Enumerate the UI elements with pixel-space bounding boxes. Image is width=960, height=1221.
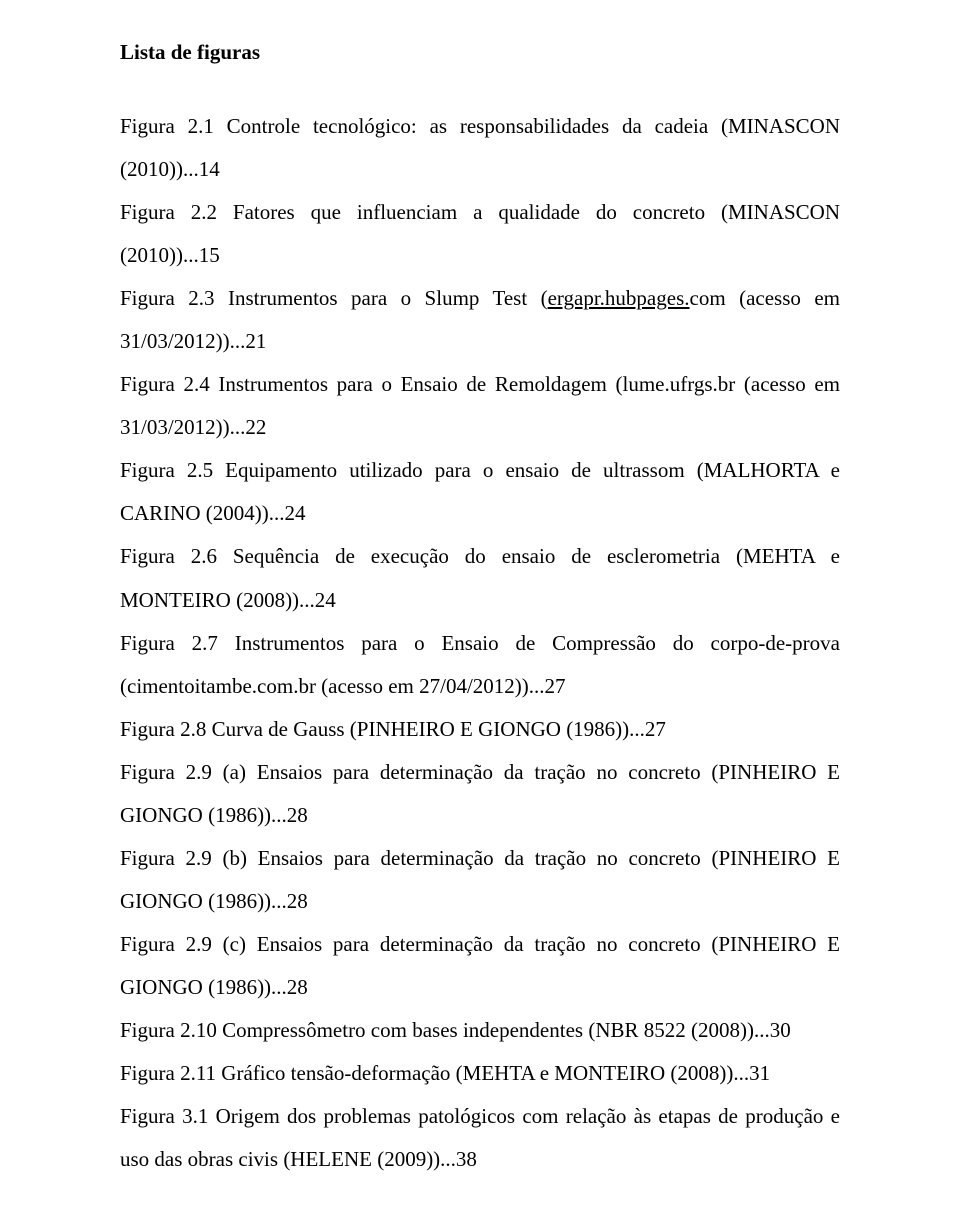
figure-entry: Figura 2.9 (b) Ensaios para determinação… [120,837,840,923]
figure-entry: Figura 3.1 Origem dos problemas patológi… [120,1095,840,1181]
page-container: Lista de figuras Figura 2.1 Controle tec… [0,0,960,1221]
figure-entry: Figura 2.3 Instrumentos para o Slump Tes… [120,277,840,363]
figure-entry: Figura 2.9 (c) Ensaios para determinação… [120,923,840,1009]
entry-prefix: Figura 2.3 Instrumentos para o Slump Tes… [120,286,548,310]
figure-entry: Figura 2.11 Gráfico tensão-deformação (M… [120,1052,840,1095]
figure-entry: Figura 2.6 Sequência de execução do ensa… [120,535,840,621]
figure-entry: Figura 2.1 Controle tecnológico: as resp… [120,105,840,191]
entry-underlined: ergapr.hubpages. [548,286,690,310]
figure-entry: Figura 2.5 Equipamento utilizado para o … [120,449,840,535]
list-title: Lista de figuras [120,40,840,65]
figure-entry: Figura 2.9 (a) Ensaios para determinação… [120,751,840,837]
figure-entry: Figura 2.10 Compressômetro com bases ind… [120,1009,840,1052]
figure-entry: Figura 2.8 Curva de Gauss (PINHEIRO E GI… [120,708,840,751]
figure-entry: Figura 2.4 Instrumentos para o Ensaio de… [120,363,840,449]
figure-entry: Figura 2.7 Instrumentos para o Ensaio de… [120,622,840,708]
entries-container: Figura 2.1 Controle tecnológico: as resp… [120,105,840,1181]
figure-entry: Figura 2.2 Fatores que influenciam a qua… [120,191,840,277]
